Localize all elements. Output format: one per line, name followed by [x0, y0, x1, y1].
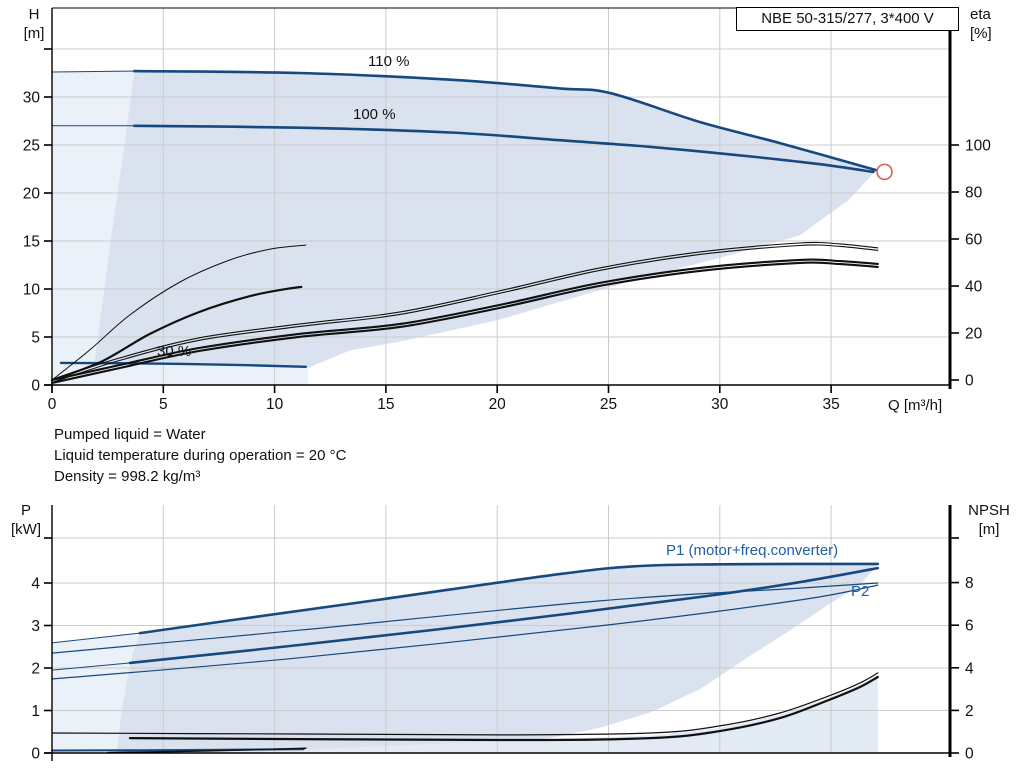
npsh-wedge-region [252, 675, 878, 752]
eta-30pct-thick-curve [50, 285, 303, 382]
speed-100-label: 100 % [353, 106, 396, 123]
npsh-thin-curve [51, 672, 879, 736]
npsh-axis-unit: [m] [978, 521, 1000, 538]
npsh-30pct-curve [106, 747, 307, 754]
eta-axis-label: eta [%] [970, 5, 1016, 43]
H-110pct-curve [133, 69, 877, 172]
svg-text:5: 5 [159, 396, 168, 413]
density-line: Density = 998.2 kg/m³ [54, 468, 201, 485]
liquid-annotations: Pumped liquid = Water Liquid temperature… [54, 424, 346, 487]
svg-text:2: 2 [31, 661, 40, 678]
svg-text:35: 35 [822, 396, 839, 413]
svg-text:25: 25 [23, 138, 40, 155]
svg-text:0: 0 [48, 396, 57, 413]
H-110pct-lead-curve [51, 70, 135, 73]
speed-30-label: 30 % [157, 343, 192, 360]
pump-title-box: NBE 50-315/277, 3*400 V [736, 7, 959, 31]
svg-text:0: 0 [31, 378, 40, 395]
h-axis-unit: [m] [23, 25, 45, 42]
svg-text:0: 0 [31, 746, 40, 763]
envelope-light-region [52, 71, 308, 385]
q-axis-label: Q [m³/h] [888, 397, 943, 414]
tick-labels: 0 5 10 15 20 25 30 0 20 40 60 80 100 0 5 10 15 20 25 30 35 [23, 48, 991, 413]
P1-100pct-lead-curve [51, 662, 131, 671]
svg-text:0: 0 [965, 746, 974, 763]
P2-110pct-curve [51, 582, 879, 654]
svg-text:10: 10 [266, 396, 284, 413]
eta-pump-curve [50, 258, 879, 382]
npsh-thick-curve [128, 675, 879, 742]
Power and NPSH curves: 0 1 2 3 4 0 2 4 6 8 [31, 505, 974, 763]
h-axis-symbol: H [28, 6, 40, 23]
p-axis-label: P [kW] [2, 501, 50, 539]
pumped-liquid-line: Pumped liquid = Water [54, 426, 206, 443]
p-envelope-light-region [52, 633, 140, 753]
QH and efficiency curves: 0 5 10 15 20 25 30 0 20 40 60 80 100 0 5 10 15 20 25 30 35 [23, 7, 991, 413]
svg-text:15: 15 [377, 396, 394, 413]
svg-text:20: 20 [965, 326, 983, 343]
svg-text:0: 0 [965, 373, 974, 390]
svg-text:6: 6 [965, 618, 974, 635]
svg-text:30: 30 [23, 90, 41, 107]
tick-labels: 0 1 2 3 4 0 2 4 6 8 [31, 537, 974, 763]
svg-text:60: 60 [965, 232, 983, 249]
svg-text:80: 80 [965, 185, 983, 202]
svg-text:4: 4 [31, 576, 40, 593]
P2-100pct-curve [51, 584, 879, 680]
svg-text:4: 4 [965, 660, 974, 677]
svg-text:1: 1 [31, 703, 40, 720]
svg-text:30: 30 [711, 396, 729, 413]
svg-text:40: 40 [965, 279, 983, 296]
h-axis-label: H [m] [16, 5, 52, 43]
npsh-axis-symbol: NPSH [968, 502, 1010, 519]
eta-30pct-thin-curve [51, 244, 307, 381]
svg-text:10: 10 [23, 282, 41, 299]
duty-point-marker [876, 163, 893, 181]
H-100pct-curve [133, 124, 875, 174]
P1-110pct-lead-curve [51, 632, 141, 644]
envelope-dark-region [94, 71, 876, 368]
liquid-temperature-line: Liquid temperature during operation = 20… [54, 447, 347, 464]
svg-text:20: 20 [489, 396, 507, 413]
svg-text:8: 8 [965, 575, 974, 592]
npsh-axis-label: NPSH [m] [958, 501, 1020, 539]
p1-curve-label: P1 (motor+freq.converter) [666, 542, 839, 559]
eta-pump-motor-curve-pair [51, 244, 879, 384]
svg-text:3: 3 [31, 618, 40, 635]
gridlines [52, 8, 950, 385]
p-axis-symbol: P [20, 502, 31, 519]
eta-pump-curve-pair [50, 261, 879, 385]
svg-text:15: 15 [23, 234, 40, 251]
P1-100pct-curve [128, 566, 880, 665]
P1-110pct-curve [138, 562, 880, 635]
svg-text:100: 100 [965, 138, 991, 155]
speed-110-label: 110 % [368, 53, 410, 70]
p-axis-unit: [kW] [11, 521, 41, 538]
svg-text:25: 25 [600, 396, 617, 413]
eta-pump-motor-curve [51, 241, 879, 381]
svg-text:2: 2 [965, 703, 974, 720]
svg-text:5: 5 [31, 330, 40, 347]
p2-curve-label: P2 [851, 583, 870, 600]
eta-axis-unit: [%] [970, 25, 992, 42]
axes [44, 505, 952, 761]
svg-text:20: 20 [23, 186, 41, 203]
eta-axis-symbol: eta [970, 6, 991, 23]
